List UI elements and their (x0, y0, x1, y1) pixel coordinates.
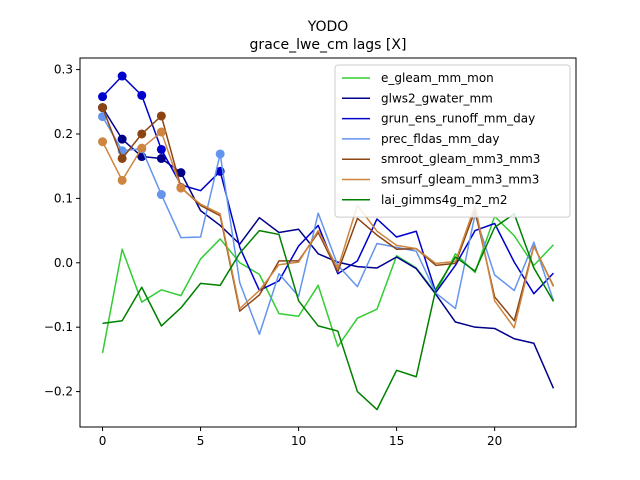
legend-box (334, 64, 571, 218)
data-point (156, 153, 166, 163)
legend-label: grun_ens_runoff_mm_day (381, 112, 535, 126)
data-point (215, 149, 225, 159)
data-point (117, 134, 127, 144)
axes-ticks: 0 5 10 15 20 −0.2 −0.1 0.0 0.1 0.2 0.3 (44, 63, 502, 448)
data-point (137, 143, 147, 153)
data-point (117, 175, 127, 185)
series-smsurf_gleam_mm3_mm3 (98, 127, 555, 329)
x-tick-label: 5 (197, 434, 205, 448)
data-point (137, 90, 147, 100)
y-tick-label: −0.2 (44, 385, 73, 399)
data-point (156, 190, 166, 200)
x-tick-label: 10 (291, 434, 306, 448)
data-point (98, 137, 108, 147)
data-point (98, 103, 108, 113)
legend-label: glws2_gwater_mm (381, 91, 493, 105)
y-tick-label: 0.3 (54, 63, 73, 77)
data-point (156, 127, 166, 137)
data-point (117, 71, 127, 81)
y-tick-label: 0.2 (54, 127, 73, 141)
data-point (176, 183, 186, 193)
data-point (137, 129, 147, 139)
data-point (117, 153, 127, 163)
legend-label: prec_fldas_mm_day (381, 132, 500, 146)
chart-subtitle: grace_lwe_cm lags [X] (250, 37, 407, 53)
data-point (176, 168, 186, 178)
data-point (156, 144, 166, 154)
plot-area (98, 71, 555, 411)
y-tick-label: 0.1 (54, 191, 73, 205)
x-tick-label: 20 (487, 434, 502, 448)
legend-label: e_gleam_mm_mon (381, 71, 494, 85)
data-point (156, 111, 166, 121)
axes-frame (79, 57, 577, 428)
legend-label: smroot_gleam_mm3_mm3 (381, 152, 540, 166)
x-tick-label: 0 (99, 434, 107, 448)
y-tick-label: 0.0 (54, 256, 73, 270)
series-lai_gimms4g_m2_m2 (102, 213, 555, 411)
data-point (98, 92, 108, 102)
legend: e_gleam_mm_mon glws2_gwater_mm grun_ens_ru… (334, 64, 571, 218)
chart-title: YODO (307, 19, 349, 35)
x-tick-label: 15 (389, 434, 404, 448)
series-line (102, 213, 555, 411)
series-line (101, 131, 555, 329)
y-tick-label: −0.1 (44, 320, 73, 334)
legend-label: lai_gimms4g_m2_m2 (381, 193, 508, 207)
legend-label: smsurf_gleam_mm3_mm3 (381, 173, 539, 187)
